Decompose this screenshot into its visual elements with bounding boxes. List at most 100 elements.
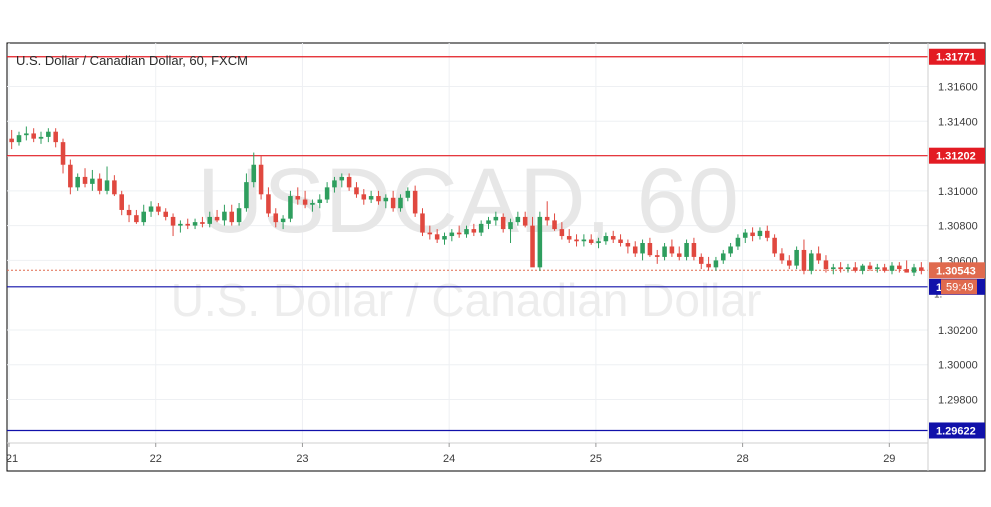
- candle-body: [258, 164, 264, 195]
- candle-body: [456, 232, 462, 235]
- candle-body: [845, 267, 851, 270]
- candle-body: [200, 222, 205, 224]
- candle-body: [889, 265, 895, 271]
- candle-body: [809, 253, 814, 271]
- watermark-name: U.S. Dollar / Canadian Dollar: [171, 274, 762, 326]
- candle-body: [361, 194, 367, 200]
- candle-body: [317, 199, 323, 203]
- candle-body: [178, 223, 183, 226]
- candle-body: [838, 267, 843, 270]
- countdown-timer: 59:49: [946, 281, 974, 293]
- candle-body: [112, 180, 117, 195]
- candle-body: [625, 243, 631, 247]
- candle-body: [831, 267, 836, 270]
- candle-body: [148, 206, 154, 212]
- candle-body: [581, 239, 587, 242]
- time-axis: 21 22 23 24 25 28 29: [6, 443, 895, 465]
- candle-body: [104, 180, 110, 191]
- candle-body: [119, 194, 124, 210]
- candle-body: [38, 136, 44, 139]
- candle-body: [266, 194, 271, 214]
- candle-body: [508, 222, 513, 230]
- candle-body: [163, 211, 168, 217]
- candle-body: [559, 229, 565, 237]
- candle-body: [97, 178, 102, 191]
- x-tick-label: 29: [883, 453, 895, 465]
- candle-body: [720, 253, 726, 261]
- x-tick-label: 24: [443, 453, 455, 465]
- countdown-bg: [941, 279, 977, 295]
- candle-body: [750, 232, 755, 237]
- candle-body: [574, 239, 579, 242]
- level-label: 1.31771: [936, 52, 976, 64]
- level-label-bg: [929, 147, 985, 164]
- candle-body: [566, 236, 572, 240]
- candle-body: [779, 253, 785, 261]
- candle-body: [522, 216, 528, 226]
- candle-body: [412, 190, 418, 214]
- candle-body: [698, 256, 704, 264]
- candle-body: [647, 243, 653, 256]
- candle-body: [31, 133, 36, 139]
- candle-body: [295, 196, 301, 200]
- candle-body: [603, 236, 609, 242]
- candle-body: [302, 199, 308, 205]
- candle-body: [207, 216, 213, 224]
- candle-body: [537, 216, 543, 268]
- last-price-label: 1.30543: [936, 265, 976, 277]
- candle-body: [324, 187, 330, 200]
- candle-body: [244, 182, 249, 209]
- candle-body: [735, 237, 741, 247]
- candle-body: [654, 255, 660, 257]
- candle-body: [860, 265, 865, 271]
- candle-body: [68, 164, 73, 188]
- candle-body: [486, 220, 491, 224]
- candle-body: [493, 216, 499, 221]
- candle-body: [236, 208, 242, 223]
- x-tick-label: 28: [736, 453, 748, 465]
- candle-body: [911, 267, 917, 273]
- candle-body: [390, 197, 396, 209]
- candle-body: [229, 211, 235, 223]
- candle-body: [53, 131, 58, 143]
- x-tick-label: 25: [590, 453, 602, 465]
- candle-body: [706, 263, 711, 268]
- candle-body: [478, 223, 484, 233]
- candle-body: [823, 260, 829, 270]
- candle-body: [882, 267, 887, 271]
- candle-body: [867, 265, 873, 270]
- candle-body: [765, 230, 770, 238]
- level-label: 1.29622: [936, 425, 976, 437]
- candle-body: [691, 243, 697, 257]
- candle-body: [875, 267, 880, 270]
- candle-body: [134, 215, 139, 223]
- candle-body: [24, 133, 29, 136]
- candle-body: [75, 176, 80, 188]
- x-tick-label: 22: [150, 453, 162, 465]
- candle-body: [544, 216, 550, 221]
- horizontal-levels: [7, 56, 928, 432]
- y-tick-label: 1.29800: [938, 395, 978, 407]
- candle-body: [684, 243, 689, 257]
- candle-body: [82, 176, 88, 184]
- candle-body: [610, 236, 616, 240]
- candle-body: [742, 232, 748, 238]
- candle-body: [90, 178, 95, 184]
- candle-body: [126, 209, 132, 216]
- candle-body: [919, 267, 924, 271]
- candle-body: [596, 241, 601, 243]
- candle-body: [500, 216, 506, 230]
- candle-body: [427, 232, 433, 235]
- candle-body: [339, 176, 345, 181]
- candle-body: [669, 246, 675, 254]
- y-tick-label: 1.30200: [938, 325, 978, 337]
- candle-body: [332, 180, 337, 188]
- candle-body: [376, 196, 381, 202]
- y-tick-label: 1.30000: [938, 360, 978, 372]
- candles: [9, 126, 924, 277]
- candle-body: [515, 216, 521, 223]
- level-label: 1.31202: [936, 151, 976, 163]
- candle-body: [801, 249, 807, 271]
- x-tick-label: 23: [296, 453, 308, 465]
- candle-body: [618, 239, 623, 243]
